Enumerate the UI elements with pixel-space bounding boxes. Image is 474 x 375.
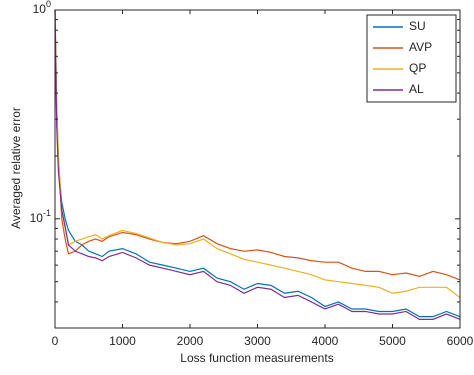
y-axis-label: Averaged relative error [9, 107, 23, 229]
legend-label: AVP [409, 40, 432, 54]
y-tick-label: 10-1 [30, 208, 51, 225]
legend-box [366, 14, 457, 103]
x-tick-label: 4000 [312, 334, 339, 348]
legend-label: QP [409, 61, 426, 75]
data-line [54, 9, 461, 281]
legend-label: AL [409, 82, 424, 96]
x-tick-label: 6000 [447, 334, 474, 348]
x-axis-label: Loss function measurements [180, 351, 333, 365]
data-line [54, 9, 461, 298]
data-line [54, 9, 461, 320]
x-tick-label: 5000 [379, 334, 406, 348]
y-tick-label: 100 [33, 0, 51, 16]
legend-label: SU [409, 19, 426, 33]
x-tick-label: 0 [52, 334, 59, 348]
x-tick-label: 3000 [244, 334, 271, 348]
x-tick-label: 2000 [177, 334, 204, 348]
data-line [54, 9, 461, 318]
x-tick-label: 1000 [109, 334, 136, 348]
